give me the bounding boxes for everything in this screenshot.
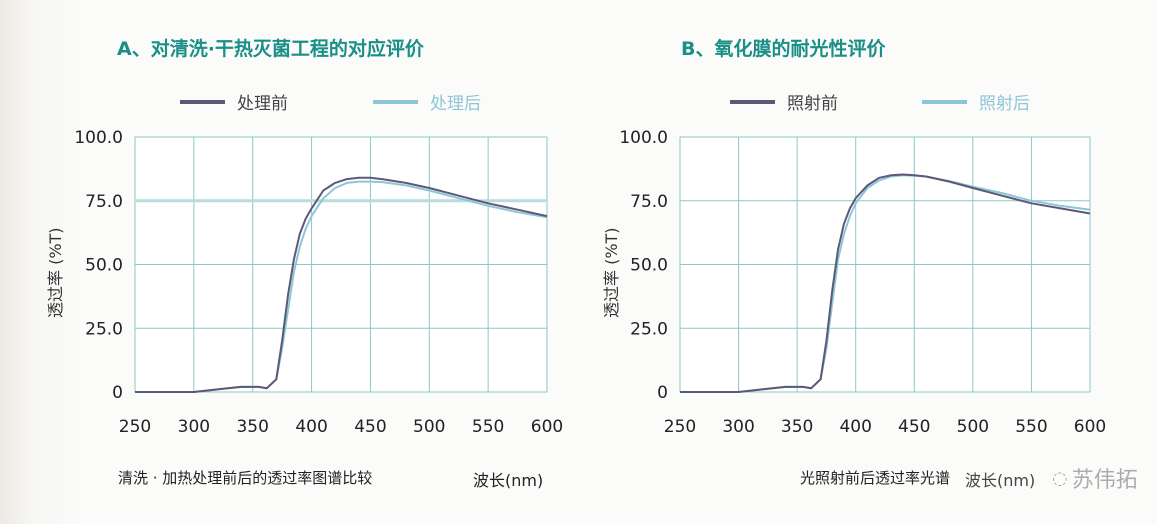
y-tick-label: 50.0 bbox=[85, 256, 123, 276]
y-tick-label: 75.0 bbox=[630, 192, 668, 212]
legend-label: 处理前 bbox=[237, 94, 288, 114]
chart-a-title: A、对清洗·干热灭菌工程的对应评价 bbox=[117, 38, 424, 60]
y-tick-label: 0 bbox=[657, 383, 668, 403]
y-tick-label: 100.0 bbox=[619, 128, 668, 148]
chart-b-caption: 光照射前后透过率光谱 bbox=[800, 469, 951, 487]
x-tick-label: 550 bbox=[1015, 417, 1047, 437]
x-tick-label: 450 bbox=[354, 417, 386, 437]
x-tick-label: 600 bbox=[531, 417, 563, 437]
watermark-text: 苏伟拓 bbox=[1071, 468, 1138, 493]
chart-b-xlabel: 波长(nm) bbox=[965, 471, 1036, 490]
legend-swatch bbox=[922, 99, 967, 104]
wechat-icon: ◌ bbox=[1052, 467, 1068, 489]
chart-a-xlabel: 波长(nm) bbox=[473, 471, 544, 490]
chart-b-legend-after: 照射后 bbox=[922, 89, 1030, 114]
y-tick-label: 25.0 bbox=[630, 319, 668, 339]
legend-label: 照射后 bbox=[979, 94, 1030, 114]
y-tick-label: 100.0 bbox=[74, 128, 123, 148]
legend-label: 照射前 bbox=[787, 94, 838, 114]
x-tick-label: 250 bbox=[119, 417, 151, 437]
x-tick-label: 450 bbox=[898, 417, 930, 437]
x-tick-label: 600 bbox=[1074, 417, 1106, 437]
series-line-before bbox=[680, 173, 1091, 393]
chart-a-caption: 清洗 · 加热处理前后的透过率图谱比较 bbox=[118, 469, 373, 487]
y-tick-label: 50.0 bbox=[630, 256, 668, 276]
x-tick-label: 300 bbox=[722, 417, 754, 437]
legend-swatch bbox=[373, 99, 418, 104]
x-tick-label: 250 bbox=[664, 417, 696, 437]
legend-label: 处理后 bbox=[430, 94, 481, 114]
legend-swatch bbox=[180, 99, 225, 104]
x-tick-label: 400 bbox=[295, 417, 327, 437]
x-tick-label: 300 bbox=[178, 417, 210, 437]
x-tick-label: 400 bbox=[839, 417, 871, 437]
chart-a-legend-before: 处理前 bbox=[180, 89, 288, 114]
x-tick-label: 350 bbox=[236, 417, 268, 437]
y-tick-label: 0 bbox=[112, 383, 123, 403]
chart-b-legend-before: 照射前 bbox=[730, 89, 838, 114]
x-tick-label: 550 bbox=[472, 417, 504, 437]
chart-b-title: B、氧化膜的耐光性评价 bbox=[681, 38, 886, 60]
x-tick-label: 350 bbox=[781, 417, 813, 437]
y-tick-label: 75.0 bbox=[85, 192, 123, 212]
y-tick-label: 25.0 bbox=[85, 319, 123, 339]
x-tick-label: 500 bbox=[413, 417, 445, 437]
chart-a-legend-after: 处理后 bbox=[373, 89, 481, 114]
watermark: ◌ 苏伟拓 bbox=[1052, 462, 1138, 494]
x-tick-label: 500 bbox=[957, 417, 989, 437]
series-line-before bbox=[135, 176, 548, 393]
legend-swatch bbox=[730, 99, 775, 104]
